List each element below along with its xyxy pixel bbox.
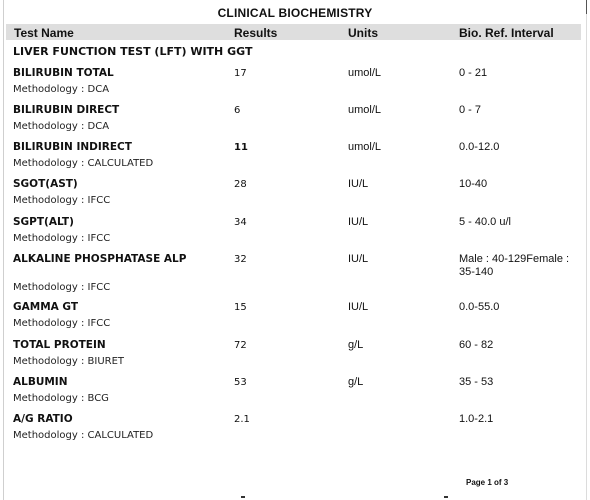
test-unit: IU/L	[348, 301, 369, 313]
page-border-right-lower	[586, 14, 587, 500]
test-name: ALBUMIN	[13, 376, 68, 388]
test-reference-interval: 35 - 53	[459, 376, 494, 388]
table-row: BILIRUBIN INDIRECT Methodology : CALCULA…	[0, 141, 590, 175]
test-unit: g/L	[348, 339, 364, 351]
test-name: SGPT(ALT)	[13, 216, 74, 228]
test-unit: g/L	[348, 376, 364, 388]
page-border-left	[3, 0, 4, 500]
page-number: Page 1 of 3	[466, 478, 509, 487]
test-methodology: Methodology : BCG	[13, 393, 109, 404]
test-result: 28	[234, 179, 247, 190]
test-result: 15	[234, 302, 247, 313]
test-unit: umol/L	[348, 141, 382, 153]
table-row: SGOT(AST) Methodology : IFCC 28 IU/L 10-…	[0, 178, 590, 212]
page-edge-mark	[444, 496, 448, 498]
column-header-test-name: Test Name	[14, 26, 74, 40]
test-methodology: Methodology : CALCULATED	[13, 158, 154, 169]
test-reference-interval: 0.0-55.0	[459, 301, 500, 313]
test-result: 34	[234, 217, 247, 228]
test-name: BILIRUBIN DIRECT	[13, 104, 120, 116]
table-row: TOTAL PROTEIN Methodology : BIURET 72 g/…	[0, 339, 590, 373]
test-methodology: Methodology : IFCC	[13, 233, 111, 244]
table-row: BILIRUBIN DIRECT Methodology : DCA 6 umo…	[0, 104, 590, 138]
test-name: SGOT(AST)	[13, 178, 78, 190]
test-name: GAMMA GT	[13, 301, 79, 313]
test-unit: IU/L	[348, 178, 369, 190]
test-methodology: Methodology : BIURET	[13, 356, 125, 367]
table-row: GAMMA GT Methodology : IFCC 15 IU/L 0.0-…	[0, 301, 590, 335]
test-reference-interval: 10-40	[459, 178, 488, 190]
test-name: A/G RATIO	[13, 413, 73, 425]
test-unit: IU/L	[348, 216, 369, 228]
test-methodology: Methodology : DCA	[13, 84, 110, 95]
column-header-results: Results	[234, 26, 278, 40]
test-name: ALKALINE PHOSPHATASE ALP	[13, 253, 187, 265]
table-row: ALKALINE PHOSPHATASE ALP Methodology : I…	[0, 253, 590, 303]
test-unit: IU/L	[348, 253, 369, 265]
test-unit: umol/L	[348, 67, 382, 79]
section-title: LIVER FUNCTION TEST (LFT) WITH GGT	[13, 45, 253, 58]
table-row: A/G RATIO Methodology : CALCULATED 2.1 1…	[0, 413, 590, 447]
page-border-right	[586, 0, 587, 14]
test-result: 2.1	[234, 414, 250, 425]
test-result: 53	[234, 377, 247, 388]
report-title: CLINICAL BIOCHEMISTRY	[217, 6, 373, 20]
test-result: 72	[234, 340, 247, 351]
test-result: 6	[234, 105, 241, 116]
test-reference-interval: 0.0-12.0	[459, 141, 500, 153]
test-reference-interval: 60 - 82	[459, 339, 494, 351]
test-result: 17	[234, 68, 247, 79]
test-methodology: Methodology : IFCC	[13, 195, 111, 206]
test-methodology: Methodology : IFCC	[13, 282, 111, 293]
test-reference-interval: 1.0-2.1	[459, 413, 494, 425]
test-result: 11	[234, 142, 248, 153]
test-methodology: Methodology : IFCC	[13, 318, 111, 329]
test-name: TOTAL PROTEIN	[13, 339, 106, 351]
test-reference-interval: 0 - 21	[459, 67, 488, 79]
test-reference-interval: 0 - 7	[459, 104, 482, 116]
test-reference-interval: 5 - 40.0 u/l	[459, 216, 511, 228]
test-name: BILIRUBIN INDIRECT	[13, 141, 132, 153]
page-edge-mark	[241, 496, 245, 498]
column-header-units: Units	[348, 26, 378, 40]
test-methodology: Methodology : CALCULATED	[13, 430, 154, 441]
test-result: 32	[234, 254, 247, 265]
test-name: BILIRUBIN TOTAL	[13, 67, 114, 79]
table-row: ALBUMIN Methodology : BCG 53 g/L 35 - 53	[0, 376, 590, 410]
test-unit: umol/L	[348, 104, 382, 116]
table-header: Test Name Results Units Bio. Ref. Interv…	[6, 24, 581, 40]
table-row: SGPT(ALT) Methodology : IFCC 34 IU/L 5 -…	[0, 216, 590, 250]
test-methodology: Methodology : DCA	[13, 121, 110, 132]
test-reference-interval: Male : 40-129Female : 35-140	[459, 253, 570, 278]
table-row: BILIRUBIN TOTAL Methodology : DCA 17 umo…	[0, 67, 590, 101]
column-header-ref-interval: Bio. Ref. Interval	[459, 26, 554, 40]
